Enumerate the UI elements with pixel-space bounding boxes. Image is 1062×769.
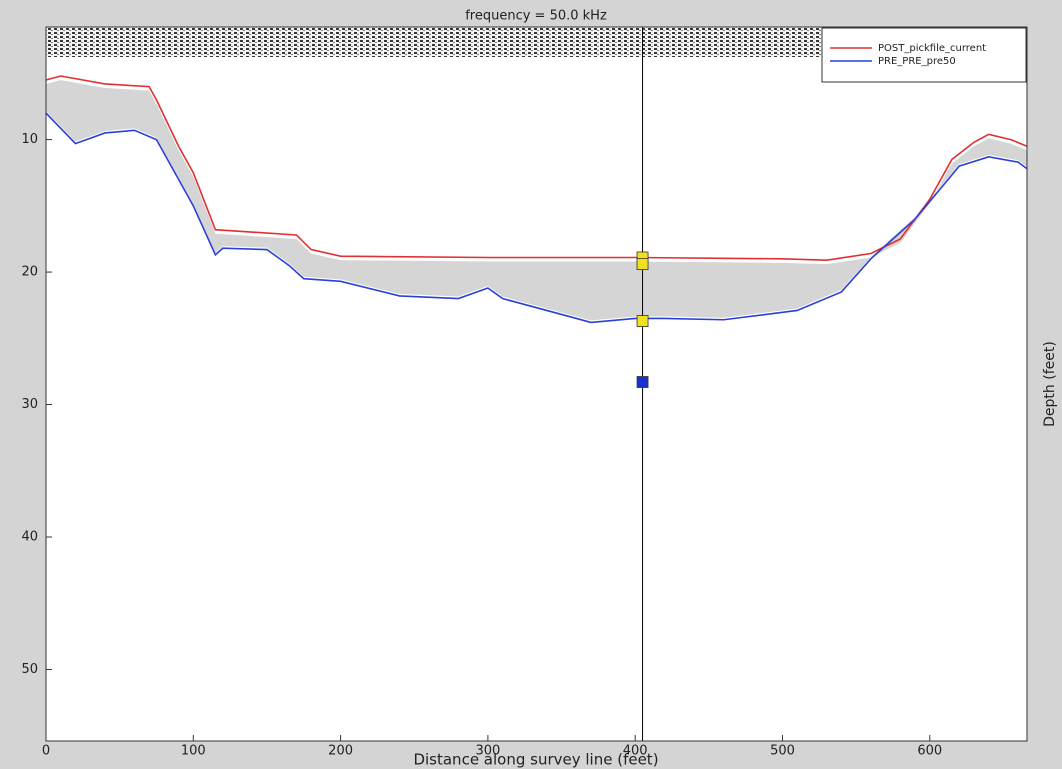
cursor-marker [636, 315, 649, 327]
y-axis-label: Depth (feet) [1042, 341, 1058, 427]
series-line [45, 112, 1028, 324]
legend-label: POST_pickfile_current [878, 43, 986, 54]
plot-area [46, 27, 1027, 741]
x-tick-label: 600 [917, 744, 942, 759]
chart-title: frequency = 50.0 kHz [465, 9, 607, 24]
x-tick-label: 100 [181, 744, 206, 759]
legend-label: PRE_PRE_pre50 [878, 56, 956, 67]
x-tick-label: 300 [475, 744, 500, 759]
y-tick-label: 40 [21, 530, 38, 545]
x-tick-label: 200 [328, 744, 353, 759]
y-tick-label: 20 [21, 265, 38, 280]
y-tick-label: 30 [21, 397, 38, 412]
x-tick-label: 400 [623, 744, 648, 759]
legend-box [821, 27, 1027, 83]
x-axis-label: Distance along survey line (feet) [413, 751, 658, 769]
cursor-marker [636, 376, 649, 388]
x-tick-label: 0 [42, 744, 50, 759]
x-tick-label: 500 [770, 744, 795, 759]
plot-frame [45, 26, 1028, 742]
cursor-marker [636, 258, 649, 271]
echo-band [46, 80, 1027, 321]
y-tick-label: 10 [21, 132, 38, 147]
y-tick-label: 50 [21, 662, 38, 677]
series-line [45, 75, 1028, 261]
